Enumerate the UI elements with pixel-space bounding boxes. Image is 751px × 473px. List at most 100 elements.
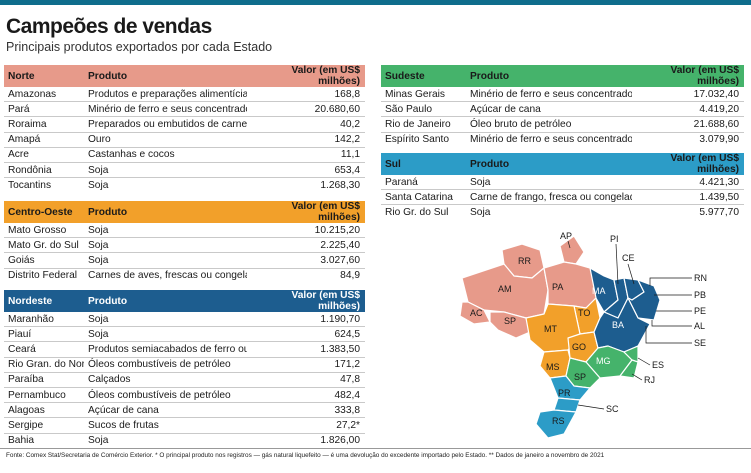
leader-rj: [631, 373, 643, 381]
product-cell: Soja: [88, 435, 109, 447]
state-cell: Piauí: [4, 326, 84, 343]
region-header: Nordeste: [4, 290, 84, 312]
state-cell: Mato Grosso: [4, 223, 84, 239]
product-cell: Castanhas e cocos: [84, 147, 247, 163]
state-cell: Bahia: [8, 435, 35, 447]
map-label-rs: RS: [552, 416, 565, 426]
value-cell: 2.225,40: [247, 237, 365, 254]
table-row: Paraíba Calçados 47,8: [4, 372, 365, 388]
page-title: Campeões de vendas: [6, 15, 212, 38]
product-cell: Sucos de frutas: [84, 417, 247, 434]
state-cell: Goiás: [4, 252, 84, 269]
map-label-al: AL: [694, 321, 705, 331]
rows-sudeste: Minas Gerais Minério de ferro e seus conc…: [381, 87, 744, 147]
table-norte: Norte Produto Valor (em US$ milhões) Ama…: [4, 65, 365, 192]
table-row: Tocantins Soja 1.268,30: [4, 178, 365, 193]
state-cell: Pará: [4, 101, 84, 118]
value-cell: 47,8: [247, 372, 365, 388]
value-cell: 4.419,20: [632, 101, 744, 118]
rows-centro-oeste: Mato Grosso Soja 10.215,20 Mato Gr. do Sul S…: [4, 223, 365, 283]
map-label-sp: SP: [574, 372, 586, 382]
product-cell: Óleos combustíveis de petróleo: [84, 357, 247, 373]
table-row: Rio de Janeiro Óleo bruto de petróleo 21.6…: [381, 116, 744, 133]
table-row: Rondônia Soja 653,4: [4, 162, 365, 179]
state-cell: Tocantins: [8, 179, 52, 191]
map-label-go: GO: [572, 342, 586, 352]
state-cell: Rio Gr. do Sul: [385, 206, 449, 218]
leader-al: [651, 320, 692, 327]
value-cell: 84,9: [340, 270, 360, 282]
rows-norte: Amazonas Produtos e preparações alimentíc…: [4, 87, 365, 192]
product-cell: Óleo bruto de petróleo: [466, 116, 632, 133]
state-cell: Rondônia: [4, 162, 84, 179]
state-cell: Alagoas: [4, 402, 84, 419]
value-cell: 624,5: [247, 326, 365, 343]
table-centro-oeste: Centro-Oeste Produto Valor (em US$ milhõ…: [4, 201, 365, 283]
table-row: Piauí Soja 624,5: [4, 326, 365, 343]
brazil-regions-map: AP RR AM PA AC SP TO MT GO MS SP PR RS M…: [459, 231, 707, 439]
region-header: Sudeste: [381, 65, 466, 87]
table-row: Mato Gr. do Sul Soja 2.225,40: [4, 237, 365, 254]
product-cell: Óleos combustíveis de petróleo: [84, 387, 247, 404]
product-cell: Soja: [84, 252, 247, 269]
map-state-ro: [489, 311, 531, 339]
table-sul: Sul Produto Valor (em US$ milhões) Paran…: [381, 153, 744, 220]
map-label-pr: PR: [558, 388, 571, 398]
value-col-header: Valor (em US$ milhões): [632, 153, 744, 175]
value-cell: 1.268,30: [320, 179, 360, 191]
table-row: Bahia Soja 1.826,00: [4, 433, 365, 448]
table-row: Amapá Ouro 142,2: [4, 132, 365, 148]
value-cell: 333,8: [247, 402, 365, 419]
map-label-ba: BA: [612, 320, 624, 330]
state-cell: Amapá: [4, 132, 84, 148]
map-label-ro: SP: [504, 316, 516, 326]
product-cell: Soja: [84, 326, 247, 343]
table-row: Amazonas Produtos e preparações alimentíc…: [4, 87, 365, 103]
product-cell: Açúcar de cana: [466, 101, 632, 118]
leader-sc: [577, 404, 605, 410]
value-cell: 27,2*: [247, 417, 365, 434]
table-row: Goiás Soja 3.027,60: [4, 252, 365, 269]
value-cell: 5.977,70: [699, 206, 739, 218]
table-row: Mato Grosso Soja 10.215,20: [4, 223, 365, 239]
product-col-header: Produto: [84, 290, 247, 312]
table-row: Pernambuco Óleos combustíveis de petróleo…: [4, 387, 365, 404]
state-cell: Roraima: [4, 116, 84, 133]
value-cell: 17.032,40: [632, 87, 744, 103]
state-cell: Ceará: [4, 341, 84, 358]
product-cell: Minério de ferro e seus concentrados: [470, 134, 632, 146]
product-cell: Soja: [84, 223, 247, 239]
leader-es: [637, 357, 651, 366]
table-row: Santa Catarina Carne de frango, fresca ou…: [381, 189, 744, 206]
map-label-to: TO: [578, 308, 590, 318]
map-label-ms: MS: [546, 362, 560, 372]
table-sudeste: Sudeste Produto Valor (em US$ milhões) M…: [381, 65, 744, 147]
state-cell: Acre: [4, 147, 84, 163]
state-cell: Distrito Federal: [8, 270, 78, 282]
map-label-pe: PE: [694, 306, 706, 316]
table-row: Acre Castanhas e cocos 11,1: [4, 147, 365, 163]
state-cell: Rio de Janeiro: [381, 116, 466, 133]
product-cell: Soja: [88, 179, 109, 191]
value-cell: 142,2: [247, 132, 365, 148]
region-header: Centro-Oeste: [4, 201, 84, 223]
map-label-pi: PI: [610, 234, 619, 244]
table-row: Maranhão Soja 1.190,70: [4, 312, 365, 328]
value-cell: 1.383,50: [247, 341, 365, 358]
state-cell: Maranhão: [4, 312, 84, 328]
region-header: Norte: [4, 65, 84, 87]
region-header: Sul: [381, 153, 466, 175]
state-cell: Amazonas: [4, 87, 84, 103]
state-cell: Minas Gerais: [381, 87, 466, 103]
value-col-header: Valor (em US$ milhões): [247, 201, 365, 223]
table-row: Minas Gerais Minério de ferro e seus conc…: [381, 87, 744, 103]
map-state-rj: [619, 359, 639, 379]
table-row: Rio Gran. do NorteÓleos combustíveis de …: [4, 357, 365, 373]
map-label-ma: MA: [592, 286, 606, 296]
map-label-ac: AC: [470, 308, 483, 318]
product-cell: Preparados ou embutidos de carne: [84, 116, 247, 133]
product-cell: Minério de ferro e seus concentrados: [466, 87, 632, 103]
value-col-header: Valor (em US$ milhões): [632, 65, 744, 87]
map-label-am: AM: [498, 284, 512, 294]
map-label-es: ES: [652, 360, 664, 370]
